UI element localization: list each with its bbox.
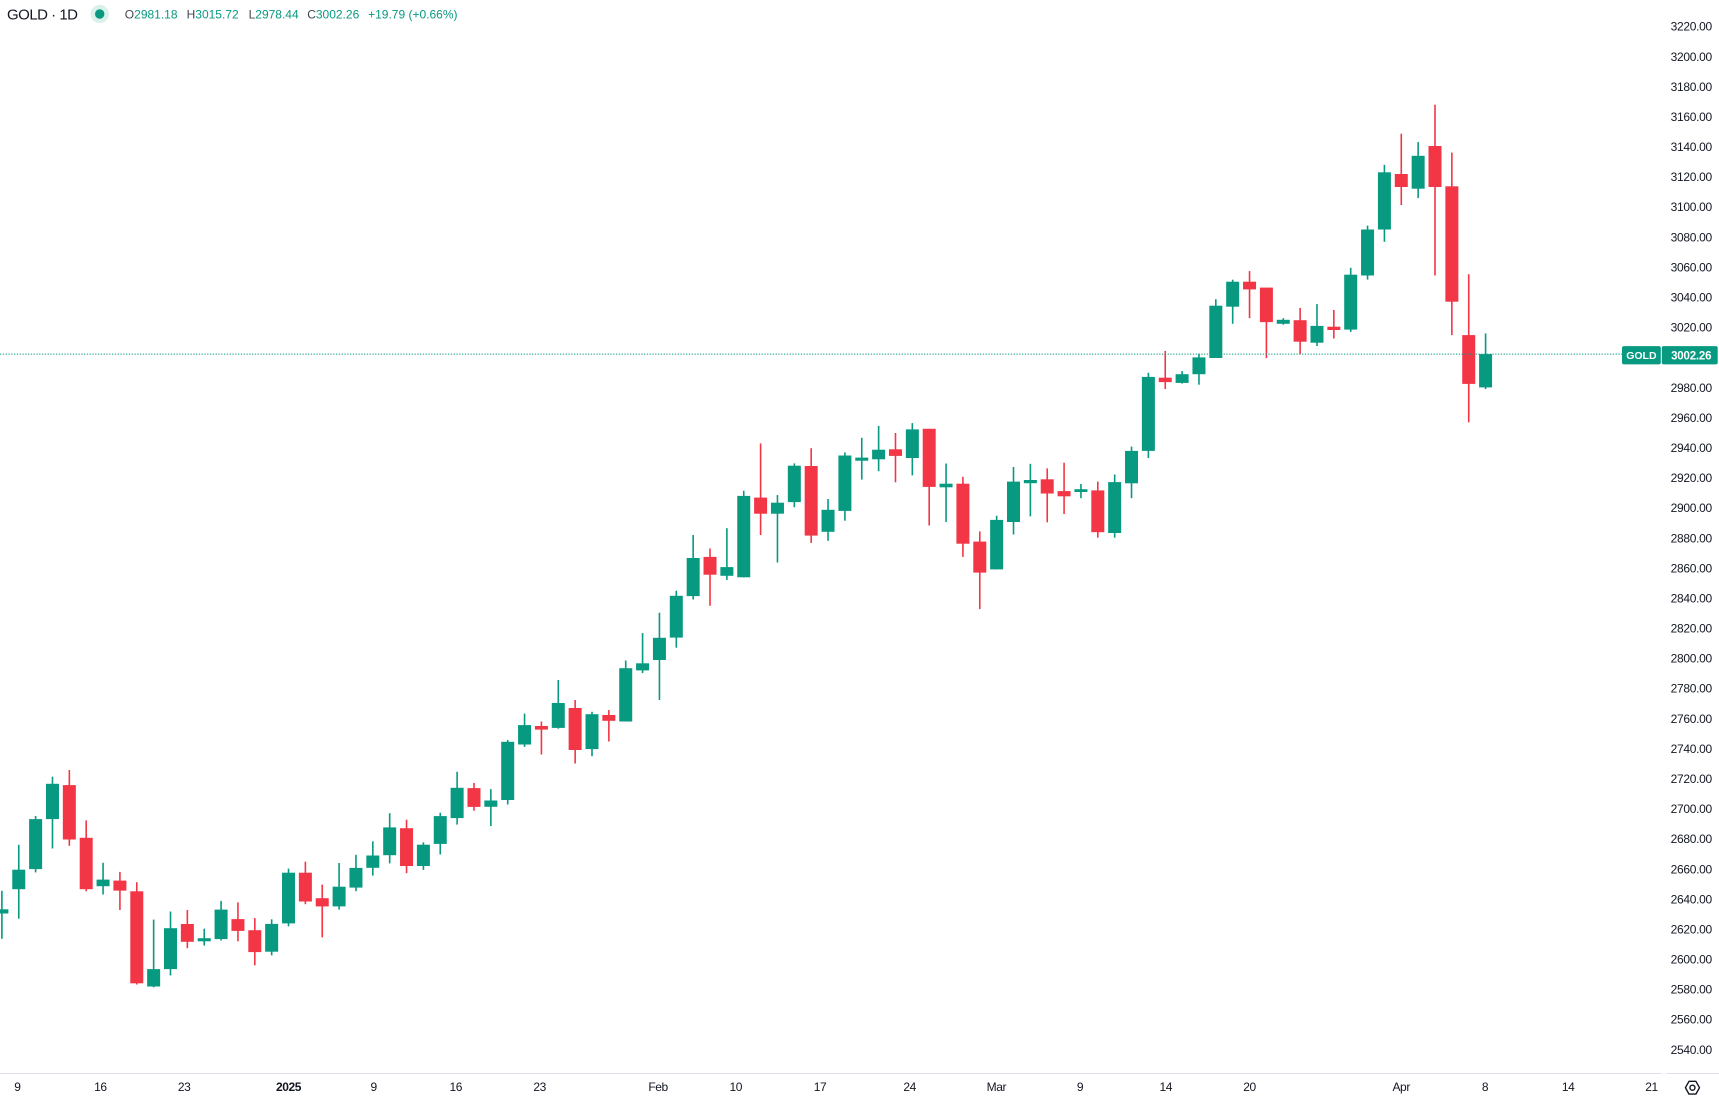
svg-text:Mar: Mar: [987, 1080, 1007, 1094]
svg-text:2940.00: 2940.00: [1671, 441, 1713, 455]
svg-text:17: 17: [814, 1080, 827, 1094]
svg-text:3040.00: 3040.00: [1671, 291, 1713, 305]
svg-text:H3015.72: H3015.72: [187, 7, 239, 21]
svg-text:2880.00: 2880.00: [1671, 531, 1713, 545]
svg-text:3002.26: 3002.26: [1671, 351, 1711, 363]
svg-text:Apr: Apr: [1392, 1080, 1410, 1094]
svg-text:3080.00: 3080.00: [1671, 230, 1713, 244]
svg-text:8: 8: [1482, 1080, 1489, 1094]
svg-text:23: 23: [178, 1080, 191, 1094]
svg-text:3060.00: 3060.00: [1671, 260, 1713, 274]
svg-text:9: 9: [1077, 1080, 1084, 1094]
svg-text:21: 21: [1645, 1080, 1658, 1094]
svg-text:2640.00: 2640.00: [1671, 892, 1713, 906]
svg-text:3100.00: 3100.00: [1671, 200, 1713, 214]
svg-text:20: 20: [1243, 1080, 1256, 1094]
svg-text:GOLD: GOLD: [1626, 350, 1657, 362]
svg-text:2560.00: 2560.00: [1671, 1013, 1713, 1027]
svg-text:9: 9: [371, 1080, 378, 1094]
svg-text:9: 9: [14, 1080, 21, 1094]
svg-text:2660.00: 2660.00: [1671, 862, 1713, 876]
svg-text:2740.00: 2740.00: [1671, 742, 1713, 756]
svg-text:14: 14: [1160, 1080, 1173, 1094]
svg-text:2025: 2025: [276, 1080, 302, 1094]
svg-text:3120.00: 3120.00: [1671, 170, 1713, 184]
svg-text:2920.00: 2920.00: [1671, 471, 1713, 485]
svg-text:16: 16: [94, 1080, 107, 1094]
svg-text:3020.00: 3020.00: [1671, 321, 1713, 335]
svg-text:C3002.26: C3002.26: [307, 7, 359, 21]
svg-text:2800.00: 2800.00: [1671, 652, 1713, 666]
svg-text:2680.00: 2680.00: [1671, 832, 1713, 846]
svg-text:L2978.44: L2978.44: [249, 7, 299, 21]
svg-text:23: 23: [533, 1080, 546, 1094]
svg-text:2540.00: 2540.00: [1671, 1043, 1713, 1057]
svg-text:14: 14: [1562, 1080, 1575, 1094]
svg-text:+19.79 (+0.66%): +19.79 (+0.66%): [368, 7, 457, 21]
svg-text:3220.00: 3220.00: [1671, 20, 1713, 34]
svg-text:3140.00: 3140.00: [1671, 140, 1713, 154]
svg-text:2900.00: 2900.00: [1671, 501, 1713, 515]
svg-text:3200.00: 3200.00: [1671, 50, 1713, 64]
svg-text:3160.00: 3160.00: [1671, 110, 1713, 124]
svg-text:Feb: Feb: [648, 1080, 668, 1094]
svg-text:2980.00: 2980.00: [1671, 381, 1713, 395]
svg-text:2700.00: 2700.00: [1671, 802, 1713, 816]
svg-text:10: 10: [730, 1080, 743, 1094]
svg-text:2580.00: 2580.00: [1671, 983, 1713, 997]
svg-text:2820.00: 2820.00: [1671, 622, 1713, 636]
svg-text:2780.00: 2780.00: [1671, 682, 1713, 696]
svg-text:2600.00: 2600.00: [1671, 953, 1713, 967]
svg-text:GOLD · 1D: GOLD · 1D: [7, 7, 78, 24]
svg-text:2760.00: 2760.00: [1671, 712, 1713, 726]
svg-text:16: 16: [450, 1080, 463, 1094]
svg-text:2860.00: 2860.00: [1671, 561, 1713, 575]
svg-text:3180.00: 3180.00: [1671, 80, 1713, 94]
svg-text:2840.00: 2840.00: [1671, 591, 1713, 605]
svg-text:24: 24: [903, 1080, 916, 1094]
svg-text:2960.00: 2960.00: [1671, 411, 1713, 425]
svg-text:2720.00: 2720.00: [1671, 772, 1713, 786]
svg-text:O2981.18: O2981.18: [125, 7, 178, 21]
svg-text:2620.00: 2620.00: [1671, 922, 1713, 936]
